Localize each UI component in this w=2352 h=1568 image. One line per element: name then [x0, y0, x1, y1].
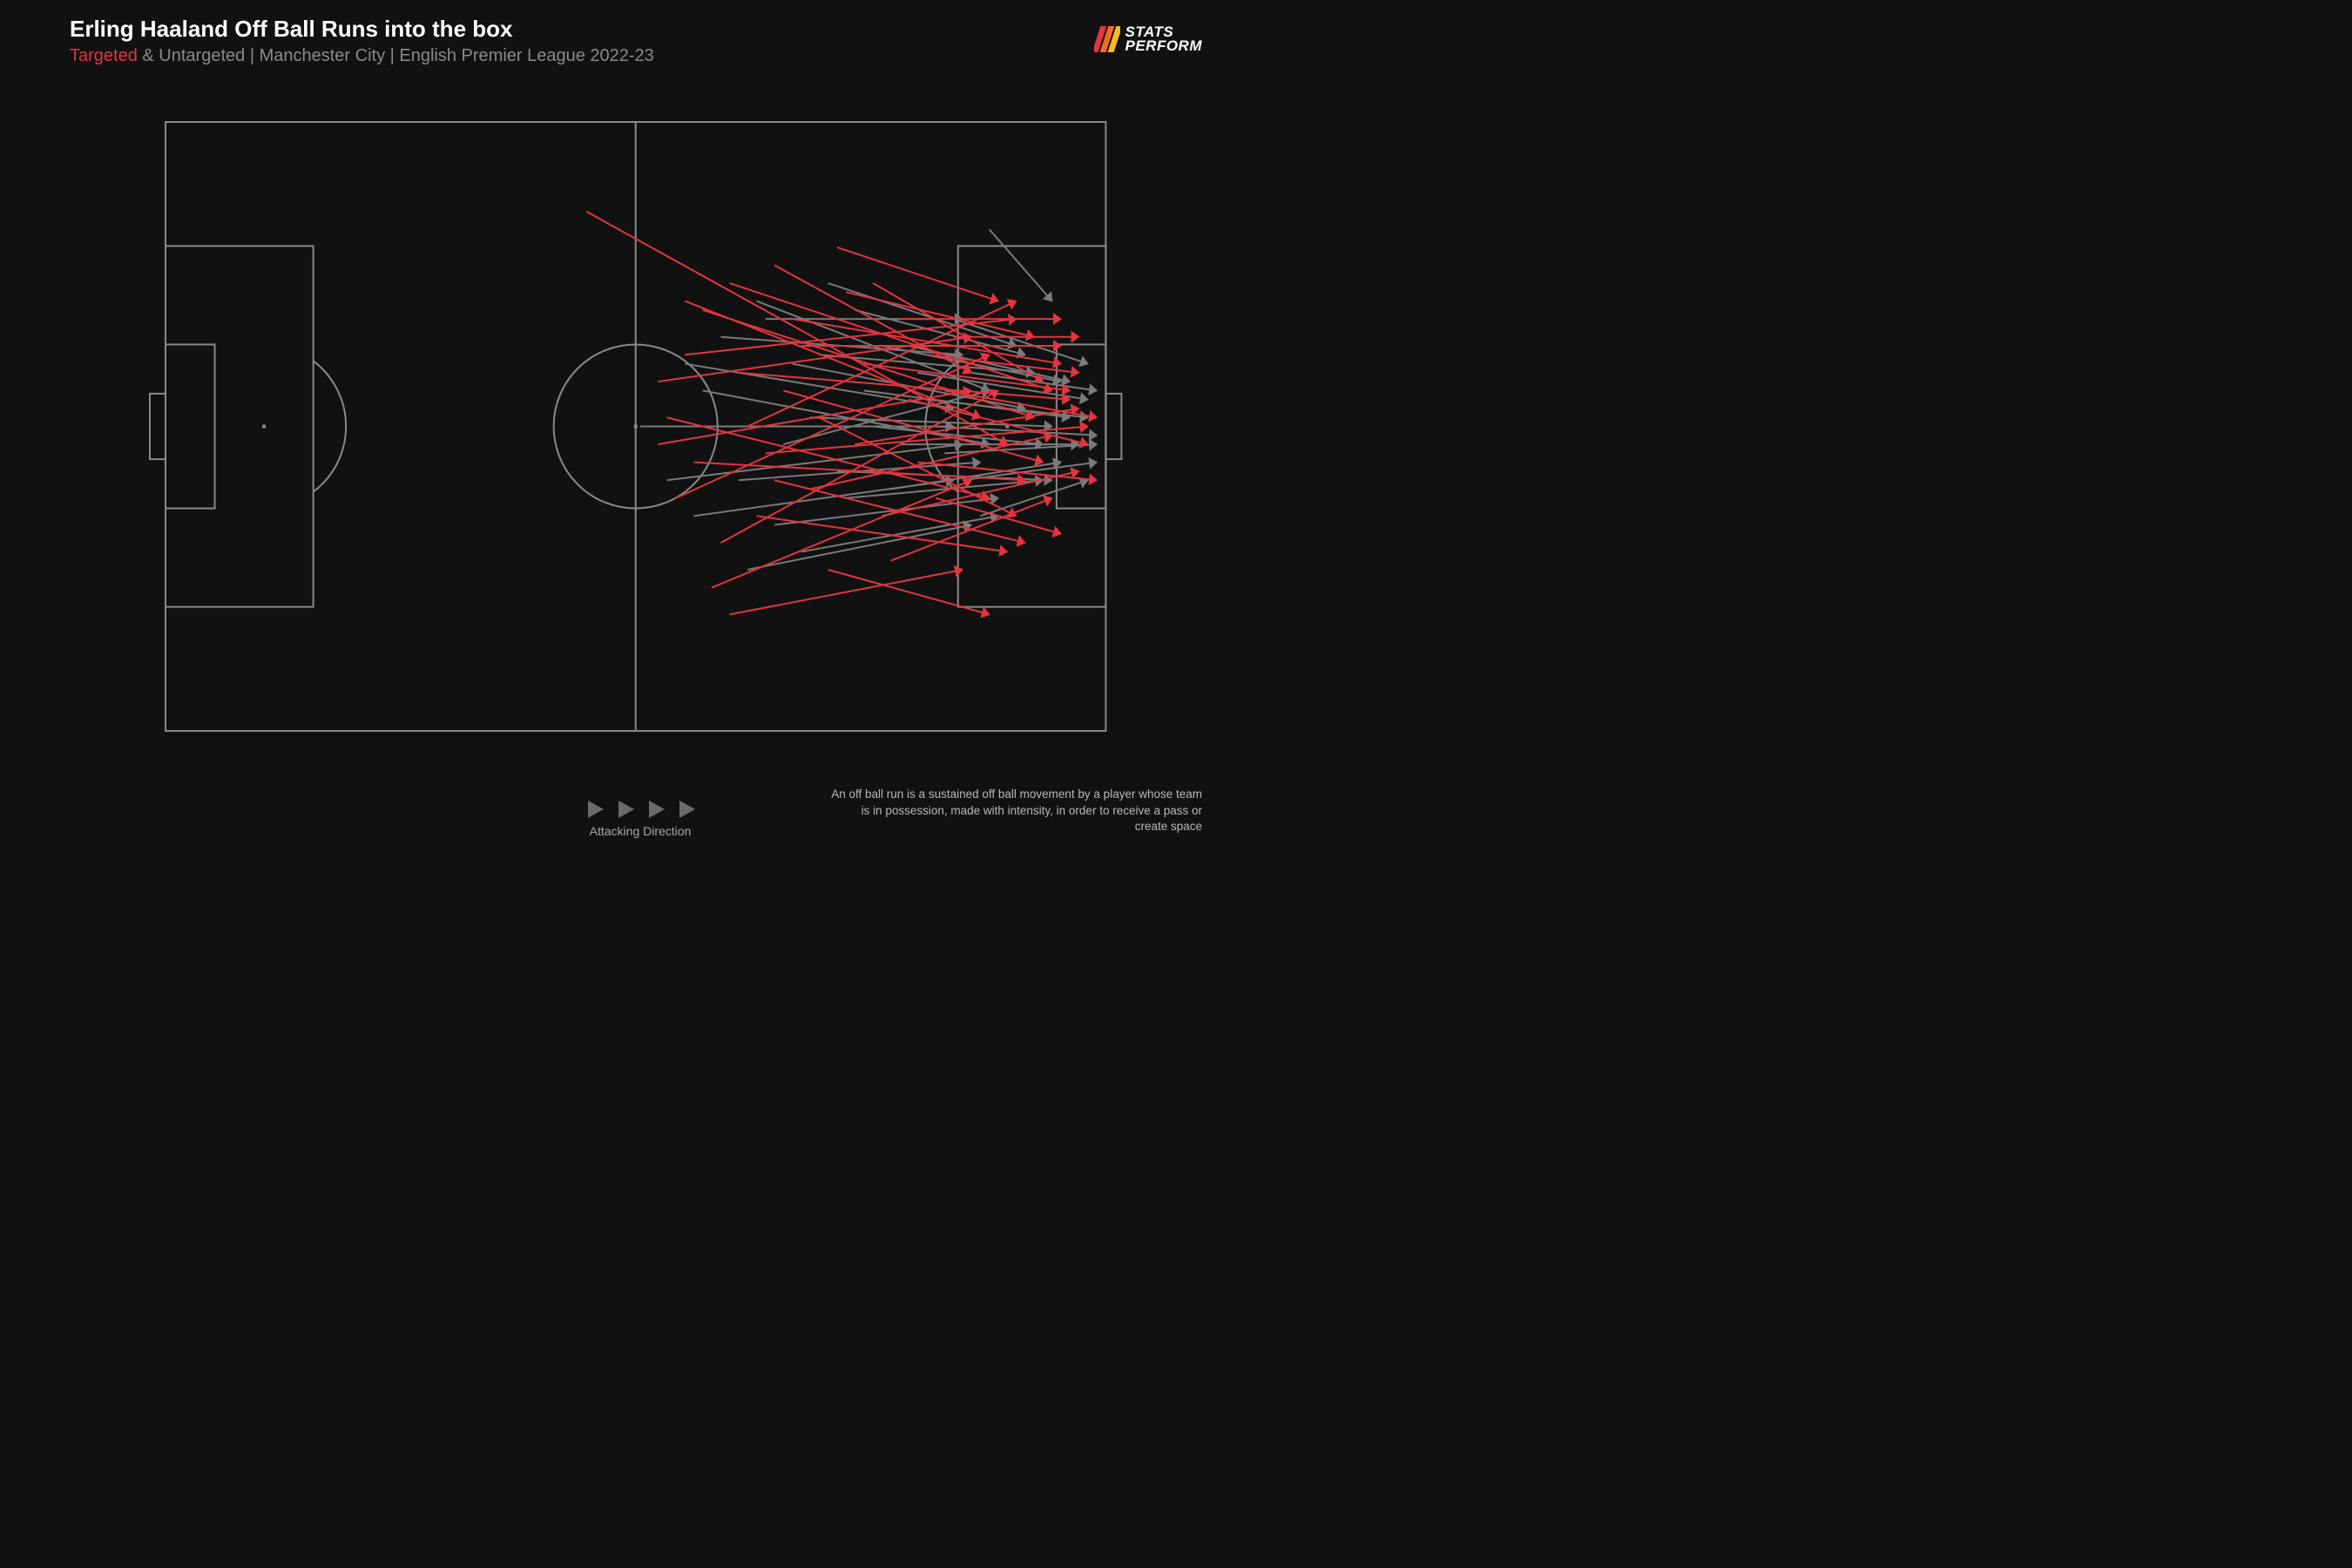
legend-targeted: Targeted: [70, 46, 138, 65]
footnote-text: An off ball run is a sustained off ball …: [828, 787, 1202, 835]
logo-stripes-icon: [1094, 24, 1120, 54]
pitch-container: [113, 96, 1159, 775]
chart-title: Erling Haaland Off Ball Runs into the bo…: [70, 16, 1211, 43]
header: Erling Haaland Off Ball Runs into the bo…: [70, 16, 1211, 66]
subtitle-team: Manchester City: [260, 46, 386, 65]
attacking-direction-label: Attacking Direction: [571, 824, 710, 838]
direction-arrows-icon: [571, 797, 710, 821]
chart-subtitle: Targeted & Untargeted | Manchester City …: [70, 46, 1211, 66]
chart-canvas: Erling Haaland Off Ball Runs into the bo…: [0, 0, 1281, 854]
attacking-direction: Attacking Direction: [571, 797, 710, 838]
subtitle-amp: &: [138, 46, 159, 65]
logo-text: STATS PERFORM: [1125, 25, 1203, 53]
subtitle-competition: English Premier League 2022-23: [399, 46, 653, 65]
stats-perform-logo: STATS PERFORM: [1094, 24, 1203, 54]
legend-untargeted: Untargeted: [159, 46, 245, 65]
pitch-svg: [113, 96, 1159, 771]
